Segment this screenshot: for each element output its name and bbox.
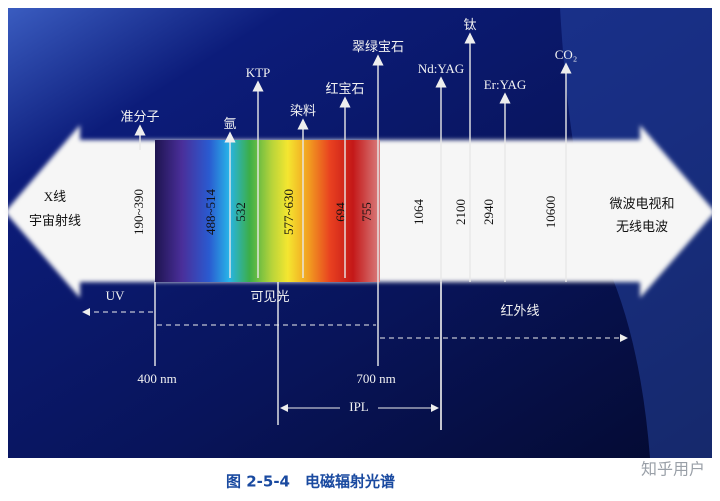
region-left: 宇宙射线 xyxy=(29,213,81,228)
laser-label: 红宝石 xyxy=(325,81,364,96)
laser-label: 钛 xyxy=(463,17,476,32)
boundary-label: 700 nm xyxy=(356,371,395,386)
laser-label: Nd:YAG xyxy=(418,61,464,76)
laser-label: 翠绿宝石 xyxy=(352,39,404,54)
laser-label: 染料 xyxy=(290,103,316,118)
wavelength-label: 577~630 xyxy=(281,189,296,235)
boundary-label: 400 nm xyxy=(137,371,176,386)
region-left: X线 xyxy=(44,189,66,204)
region-right: 微波电视和 xyxy=(609,196,674,211)
laser-label: Er:YAG xyxy=(484,77,527,92)
laser-label: 准分子 xyxy=(120,109,159,124)
caption-number: 图 2-5-4 xyxy=(226,473,290,491)
wavelength-label: 532 xyxy=(233,202,248,222)
band-infrared: 红外线 xyxy=(500,303,539,318)
ipl-label: IPL xyxy=(349,399,369,414)
laser-label: CO₂ xyxy=(555,47,578,62)
wavelength-label: 1064 xyxy=(411,199,426,226)
region-right: 无线电波 xyxy=(616,219,668,234)
wavelength-label: 2940 xyxy=(481,199,496,225)
wavelength-label: 755 xyxy=(359,202,374,222)
band-uv: UV xyxy=(106,288,125,303)
wavelength-label: 2100 xyxy=(453,199,468,225)
laser-label: KTP xyxy=(246,65,271,80)
wavelength-label: 190~390 xyxy=(131,189,146,235)
visible-spectrum xyxy=(155,140,380,282)
watermark: 知乎用户 xyxy=(641,460,705,479)
wavelength-label: 10600 xyxy=(543,196,558,229)
wavelength-label: 488~514 xyxy=(203,188,218,235)
caption-title: 电磁辐射光谱 xyxy=(305,473,395,491)
laser-label: 氩 xyxy=(223,116,236,131)
band-visible: 可见光 xyxy=(250,289,289,304)
wavelength-label: 694 xyxy=(333,202,348,222)
